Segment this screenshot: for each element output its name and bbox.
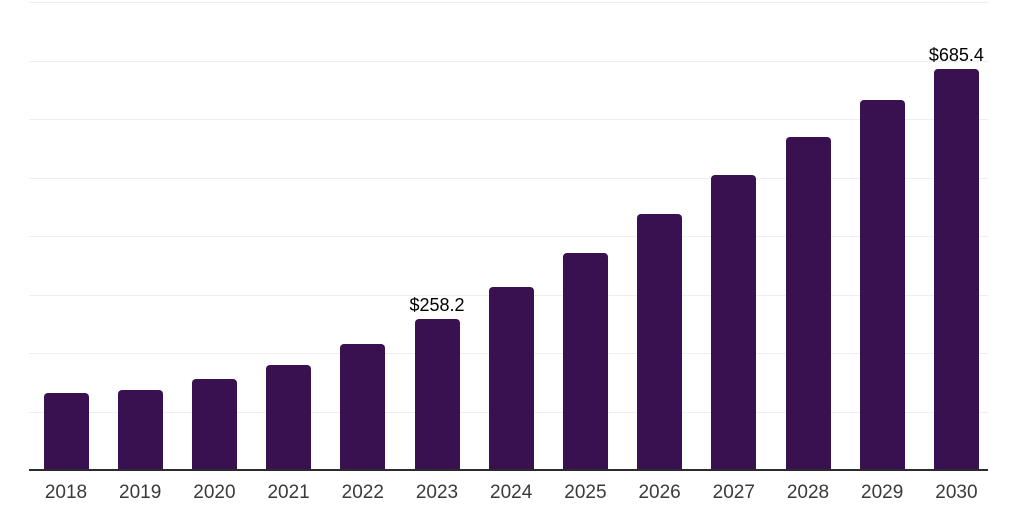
- bar-2030: [933, 69, 979, 470]
- bar-2026: [637, 213, 683, 470]
- x-axis-line: [29, 469, 988, 471]
- gridline: [29, 2, 988, 3]
- x-tick-label-2024: 2024: [490, 482, 533, 503]
- x-tick-label-2023: 2023: [415, 482, 459, 503]
- bar-2024: [488, 286, 534, 470]
- x-tick-label-2025: 2025: [564, 482, 607, 503]
- x-tick-label-2020: 2020: [193, 482, 236, 503]
- x-tick-label-2019: 2019: [119, 482, 162, 503]
- bar-2022: [340, 343, 386, 470]
- gridline: [29, 236, 988, 237]
- plot-area: $258.2 $685.4: [29, 2, 988, 470]
- x-tick-label-2018: 2018: [44, 482, 88, 503]
- bar-2018: [43, 392, 89, 470]
- bar-2025: [562, 252, 608, 470]
- bar-2020: [191, 378, 237, 470]
- x-tick-label-2029: 2029: [861, 482, 904, 503]
- x-tick-label-2022: 2022: [341, 482, 384, 503]
- x-tick-label-2026: 2026: [638, 482, 681, 503]
- gridline: [29, 177, 988, 179]
- x-axis-labels: 2018 2019 2020 2021 2022 2023 2024 2025 2026 2027…: [29, 470, 988, 512]
- x-tick-label-2030: 2030: [935, 482, 978, 503]
- x-tick-label-2028: 2028: [786, 482, 830, 503]
- bar-2028: [785, 136, 831, 470]
- bar-2029: [859, 99, 905, 470]
- bar-2023: [414, 318, 460, 470]
- value-label-2023: $258.2: [409, 294, 465, 315]
- gridline: [29, 60, 988, 62]
- gridline: [29, 119, 988, 120]
- bar-2021: [266, 364, 312, 470]
- x-tick-label-2021: 2021: [267, 482, 310, 503]
- bar-2027: [711, 174, 757, 470]
- bar-2019: [117, 389, 163, 470]
- value-label-2030: $685.4: [928, 45, 984, 66]
- x-tick-label-2027: 2027: [712, 482, 755, 503]
